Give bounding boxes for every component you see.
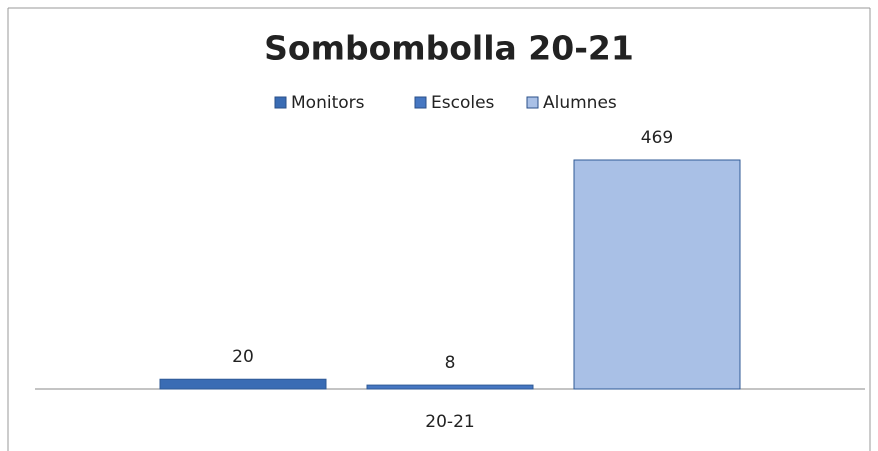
bar <box>366 384 534 390</box>
legend-label: Monitors <box>291 93 365 113</box>
legend-swatch <box>526 96 539 109</box>
x-tick-label: 20-21 <box>425 412 474 432</box>
bar <box>159 378 327 390</box>
bar <box>573 159 741 390</box>
value-label: 8 <box>445 353 456 373</box>
legend-label: Escoles <box>431 93 495 113</box>
legend-label: Alumnes <box>543 93 617 113</box>
value-label: 469 <box>641 128 673 148</box>
value-label: 20 <box>232 347 254 367</box>
legend-swatch <box>274 96 287 109</box>
legend-swatch <box>414 96 427 109</box>
chart-title: Sombombolla 20-21 <box>264 29 634 68</box>
